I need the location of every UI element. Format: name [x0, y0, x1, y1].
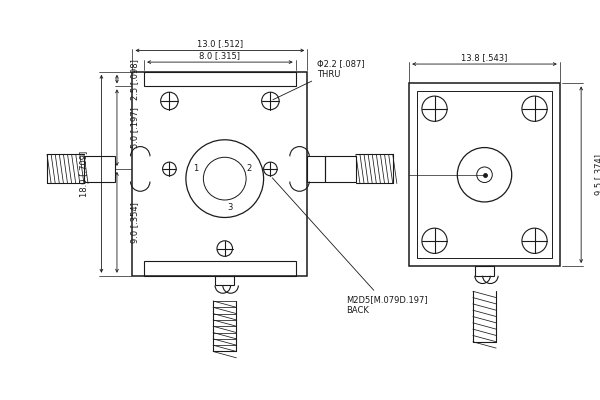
Bar — [307, 156, 325, 182]
Text: M2D5[M.079D.197]
BACK: M2D5[M.079D.197] BACK — [272, 178, 428, 314]
Bar — [475, 266, 494, 276]
Bar — [84, 156, 115, 182]
Bar — [144, 261, 296, 276]
Bar — [409, 84, 560, 266]
Text: 13.0 [.512]: 13.0 [.512] — [197, 39, 243, 48]
Text: 1: 1 — [193, 164, 198, 174]
Bar — [215, 276, 235, 286]
Text: 2.5 [.098]: 2.5 [.098] — [130, 59, 139, 100]
Text: 18.0 [.709]: 18.0 [.709] — [79, 151, 88, 197]
Text: 13.8 [.543]: 13.8 [.543] — [461, 53, 508, 62]
Bar — [417, 91, 552, 258]
Text: 3: 3 — [227, 203, 232, 212]
Text: 8.0 [.315]: 8.0 [.315] — [199, 51, 241, 60]
Bar — [325, 156, 356, 182]
Bar — [133, 72, 307, 276]
Bar — [144, 72, 296, 86]
Text: Φ2.2 [.087]
THRU: Φ2.2 [.087] THRU — [273, 59, 365, 100]
Text: 9.0 [.354]: 9.0 [.354] — [130, 202, 139, 243]
Text: 2: 2 — [247, 164, 251, 174]
Text: 5.0 [.197]: 5.0 [.197] — [130, 107, 139, 148]
Text: 9.5 [.374]: 9.5 [.374] — [594, 154, 600, 195]
